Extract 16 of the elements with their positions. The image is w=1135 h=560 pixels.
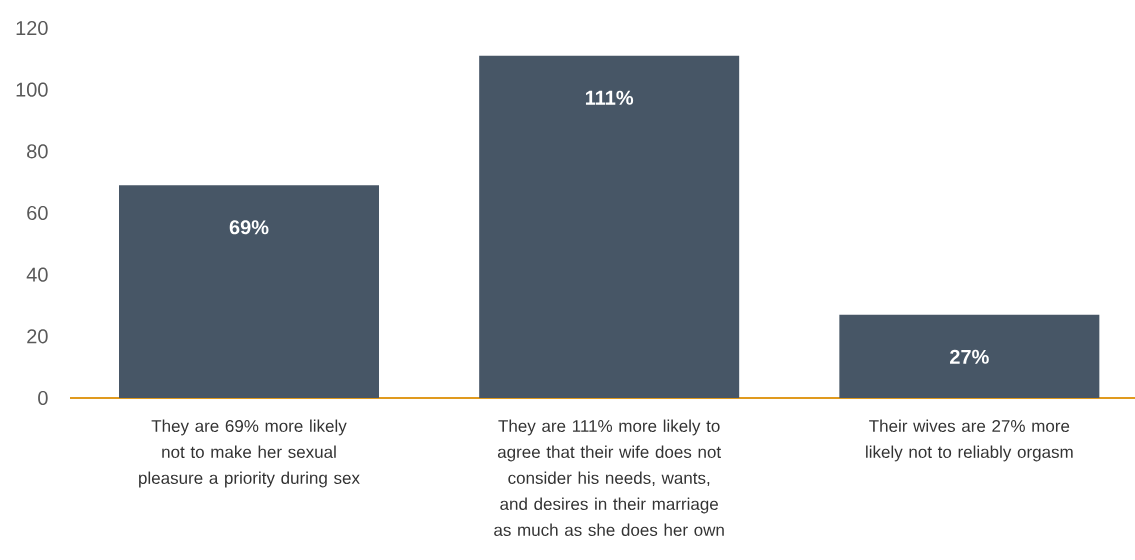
y-tick-label: 20 (27, 329, 48, 344)
data-label: 111% (585, 90, 634, 105)
data-label: 27% (950, 349, 989, 364)
y-tick-label: 0 (38, 390, 48, 406)
y-tick-label: 60 (27, 205, 48, 221)
y-tick-label: 40 (26, 267, 48, 282)
x-tick-label: They are 69% more likely not to make her sexual pleasure a priority during sex (139, 419, 360, 488)
y-tick-label: 120 (16, 20, 48, 36)
bar (119, 185, 380, 398)
x-tick-label: Their wives are 27% more likely not to reliably orgasm (866, 419, 1073, 462)
bar (479, 55, 740, 398)
bar (839, 314, 1100, 398)
data-label: 69% (229, 220, 269, 235)
y-tick-label: 80 (27, 144, 48, 159)
y-tick-label: 100 (16, 82, 48, 97)
x-tick-label: They are 111% more likely to agree that their wife does not consider his needs, wants, and desires in their marriage as much as she does her own (494, 419, 724, 537)
